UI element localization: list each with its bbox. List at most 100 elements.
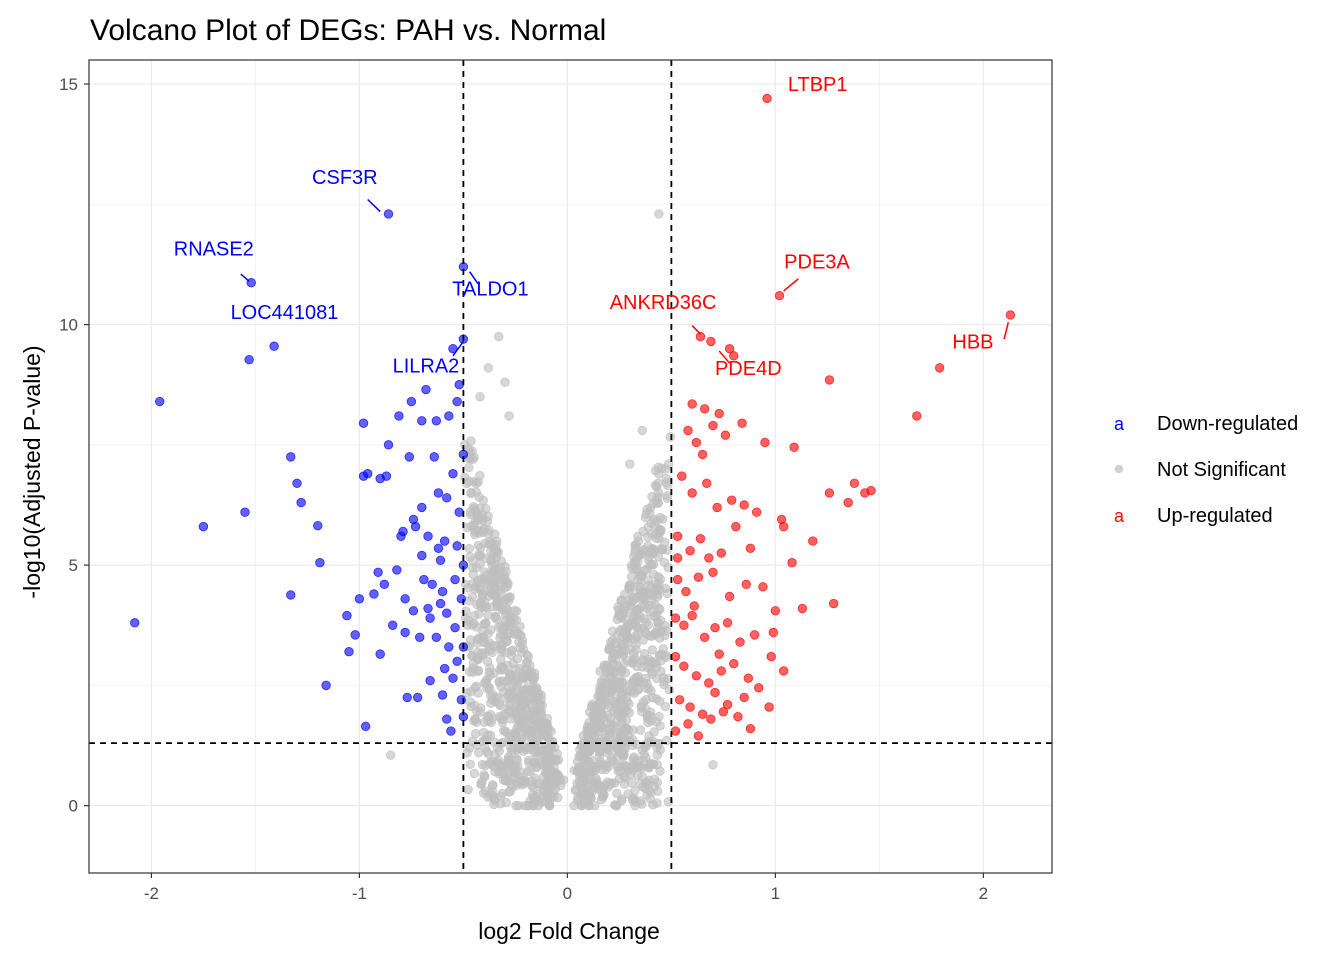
point-not-significant <box>504 411 514 421</box>
gene-label-leader <box>452 340 464 357</box>
point-not-significant <box>606 637 616 647</box>
point-up-regulated <box>683 719 693 729</box>
point-not-significant <box>471 622 482 632</box>
point-not-significant <box>475 392 485 402</box>
point-up-regulated <box>718 707 729 717</box>
point-down-regulated <box>435 598 446 609</box>
point-down-regulated <box>419 574 429 585</box>
point-not-significant <box>658 514 668 524</box>
point-up-regulated <box>712 502 722 513</box>
point-down-regulated <box>415 632 425 642</box>
point-not-significant <box>652 777 662 788</box>
point-not-significant <box>629 592 639 602</box>
point-up-regulated <box>722 618 733 628</box>
x-tick-label: 1 <box>771 884 780 903</box>
point-not-significant <box>523 657 533 667</box>
point-not-significant <box>597 675 607 686</box>
point-not-significant <box>600 687 610 697</box>
point-not-significant <box>653 478 664 488</box>
gene-label-lilra2: LILRA2 <box>393 356 460 378</box>
point-down-regulated <box>398 526 408 537</box>
point-up-regulated <box>735 637 745 647</box>
point-not-significant <box>625 459 635 469</box>
point-not-significant <box>617 717 627 728</box>
point-up-regulated <box>758 582 768 592</box>
point-down-regulated <box>244 355 254 365</box>
plot-panel-border <box>88 59 1053 874</box>
point-up-regulated <box>699 632 710 642</box>
point-not-significant <box>511 606 522 616</box>
point-down-regulated <box>437 586 448 597</box>
point-not-significant <box>576 800 587 811</box>
gene-label-ankrd36c: ANKRD36C <box>610 292 717 314</box>
point-not-significant <box>473 748 484 758</box>
point-not-significant <box>465 759 475 769</box>
gene-label-leader <box>783 278 799 292</box>
point-not-significant <box>508 670 519 680</box>
point-down-regulated <box>404 452 415 462</box>
x-tick-label: 2 <box>979 884 988 903</box>
point-not-significant <box>542 723 552 733</box>
point-not-significant <box>613 766 623 776</box>
point-not-significant <box>489 794 499 804</box>
point-not-significant <box>653 552 664 562</box>
point-not-significant <box>464 596 474 606</box>
point-not-significant <box>466 687 476 697</box>
point-not-significant <box>530 773 540 783</box>
point-down-regulated <box>433 543 444 553</box>
point-not-significant <box>462 478 472 489</box>
point-up-regulated <box>706 336 716 347</box>
data-points <box>130 93 1016 811</box>
point-not-significant <box>628 658 639 668</box>
point-down-regulated <box>240 507 250 517</box>
point-down-regulated <box>423 603 433 614</box>
point-not-significant <box>477 513 488 523</box>
point-not-significant <box>525 766 535 776</box>
point-not-significant <box>464 543 474 554</box>
point-up-regulated <box>828 598 839 609</box>
point-down-regulated <box>442 608 452 618</box>
point-down-regulated <box>442 714 452 724</box>
point-not-significant <box>663 673 673 684</box>
point-down-regulated <box>358 418 369 428</box>
legend-key-down-regulated: a <box>1114 414 1125 434</box>
point-down-regulated <box>400 627 410 638</box>
point-not-significant <box>644 736 654 747</box>
point-not-significant <box>647 645 657 655</box>
point-down-regulated <box>373 567 383 578</box>
point-down-regulated <box>350 630 360 640</box>
point-not-significant <box>617 699 627 709</box>
point-down-regulated <box>425 675 435 686</box>
point-up-regulated <box>687 399 697 409</box>
point-up-regulated <box>866 485 876 496</box>
point-not-significant <box>480 574 491 584</box>
point-not-significant <box>573 793 583 803</box>
point-down-regulated <box>417 550 427 561</box>
point-down-regulated <box>425 613 435 623</box>
point-not-significant <box>607 653 618 664</box>
point-not-significant <box>477 776 487 786</box>
point-up-regulated <box>731 521 741 532</box>
legend: a Down-regulated Not Significant a Up-regula… <box>1114 413 1298 527</box>
point-up-regulated <box>778 666 789 676</box>
point-not-significant <box>511 702 521 712</box>
point-down-regulated <box>444 642 454 652</box>
point-down-regulated <box>448 469 458 479</box>
point-not-significant <box>491 599 502 609</box>
legend-label: Not Significant <box>1157 459 1286 481</box>
point-not-significant <box>470 715 481 725</box>
point-not-significant <box>494 760 504 770</box>
point-down-regulated <box>450 622 460 633</box>
point-not-significant <box>624 583 634 593</box>
point-up-regulated <box>691 437 702 448</box>
point-up-regulated <box>708 420 718 431</box>
point-up-regulated <box>693 731 704 741</box>
point-not-significant <box>471 487 481 497</box>
point-up-regulated <box>1005 310 1016 320</box>
point-not-significant <box>507 782 518 792</box>
point-not-significant <box>474 551 485 561</box>
point-not-significant <box>544 800 555 811</box>
point-not-significant <box>470 527 480 537</box>
point-not-significant <box>652 750 662 760</box>
